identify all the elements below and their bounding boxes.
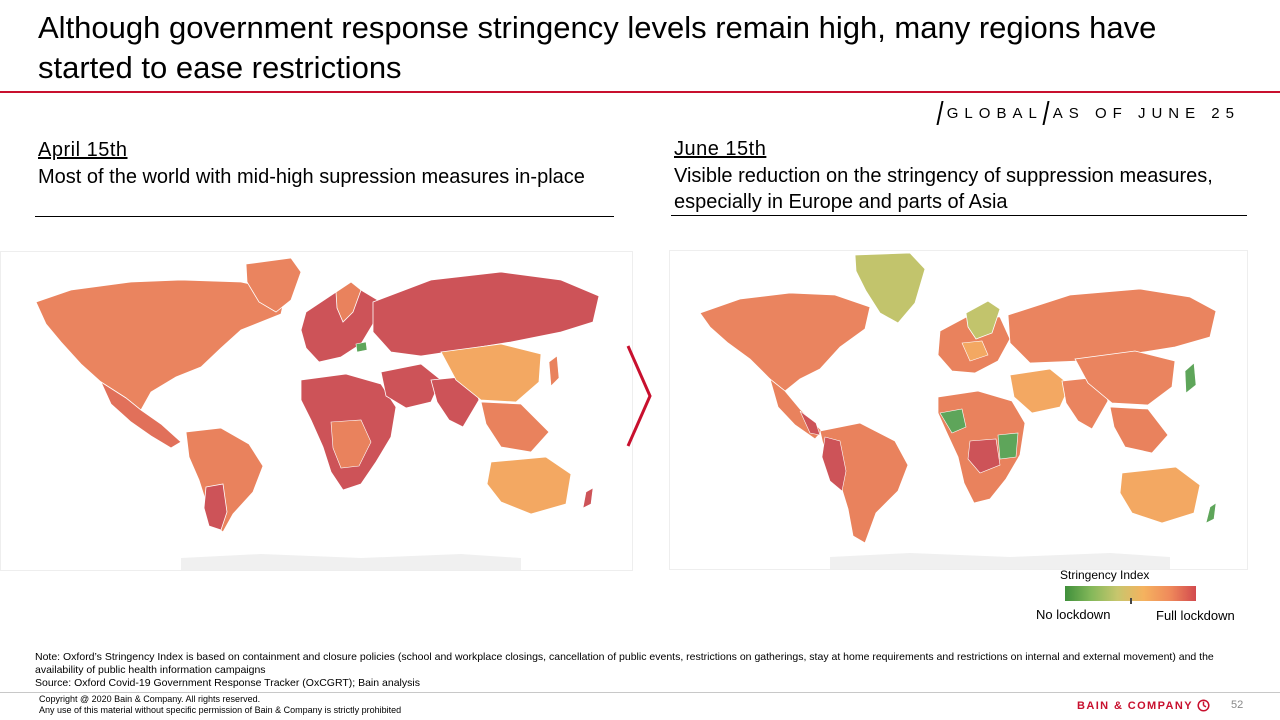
scandinavia (335, 281, 362, 323)
south-america-cone (203, 483, 228, 531)
china (440, 343, 542, 403)
belarus (355, 341, 368, 353)
brand-name: BAIN & COMPANY (1077, 699, 1193, 712)
se-asia (1109, 406, 1169, 454)
new-zealand (1205, 502, 1217, 524)
antarctica (181, 554, 521, 570)
scope-tag: GLOBAL AS OF JUNE 25 (936, 100, 1240, 126)
brand-logo: BAIN & COMPANY (1077, 699, 1210, 712)
june-map (669, 250, 1248, 570)
legend-max-label: Full lockdown (1156, 608, 1235, 623)
south-america-west (821, 436, 847, 492)
antarctica (830, 553, 1170, 569)
legend-title: Stringency Index (1060, 568, 1150, 582)
middle-east (380, 363, 442, 409)
china (1074, 350, 1176, 406)
legend-tick (1130, 598, 1132, 604)
japan (548, 355, 560, 387)
right-panel-date: June 15th (674, 138, 767, 160)
page-number: 52 (1231, 699, 1244, 711)
legend-min-label: No lockdown (1036, 607, 1111, 622)
russia (372, 271, 600, 357)
south-america (185, 427, 264, 533)
middle-east (1009, 368, 1071, 414)
tag-date: AS OF JUNE 25 (1052, 104, 1240, 122)
legend-color-scale (1065, 586, 1196, 601)
australia (486, 456, 572, 515)
central-europe (961, 340, 989, 362)
africa-west (939, 408, 967, 434)
africa-east (997, 432, 1019, 460)
footer-divider (0, 692, 1280, 693)
africa-center (967, 438, 1001, 474)
tag-slash (936, 101, 944, 125)
april-map-graphic (35, 257, 600, 570)
tag-slash (1042, 101, 1050, 125)
scandinavia (965, 300, 1001, 340)
left-panel-description: Most of the world with mid-high supressi… (38, 166, 585, 188)
north-america-south (100, 380, 182, 449)
australia (1119, 466, 1201, 524)
april-map (0, 251, 633, 571)
africa-mid (330, 419, 372, 469)
chevron-right-icon (626, 345, 652, 447)
japan (1184, 362, 1197, 394)
tag-scope: GLOBAL (946, 104, 1043, 122)
copyright: Copyright @ 2020 Bain & Company. All rig… (39, 694, 401, 716)
russia (1007, 288, 1217, 364)
slide-title: Although government response stringency … (38, 10, 1157, 85)
central-america (799, 410, 821, 436)
left-panel-rule (35, 216, 614, 217)
title-divider (0, 91, 1280, 93)
new-zealand (582, 487, 594, 509)
se-asia (480, 401, 550, 453)
right-panel-rule (671, 215, 1247, 216)
left-panel-date: April 15th (38, 139, 128, 161)
left-panel-header: April 15th Most of the world with mid-hi… (35, 138, 614, 217)
copyright-line-1: Copyright @ 2020 Bain & Company. All rig… (39, 694, 261, 704)
greenland (854, 252, 926, 324)
source-text: Source: Oxford Covid-19 Government Respo… (35, 677, 420, 689)
right-panel-header: June 15th Visible reduction on the strin… (671, 137, 1247, 216)
north-america (35, 279, 287, 411)
june-map-graphic (699, 252, 1217, 569)
right-panel-description: Visible reduction on the stringency of s… (674, 165, 1213, 213)
north-america (699, 292, 871, 392)
bain-clock-icon (1197, 699, 1210, 712)
note-text: Note: Oxford’s Stringency Index is based… (35, 651, 1214, 676)
greenland (245, 257, 302, 313)
copyright-line-2: Any use of this material without specifi… (39, 705, 402, 715)
footnote: Note: Oxford’s Stringency Index is based… (35, 651, 1247, 690)
